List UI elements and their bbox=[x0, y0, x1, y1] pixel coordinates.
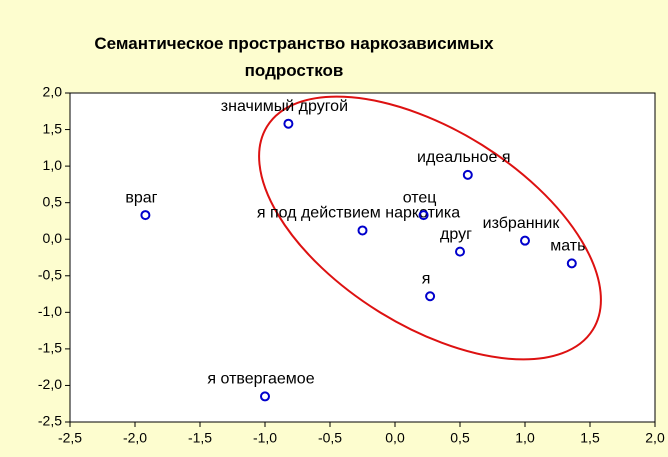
point-label: значимый другой bbox=[221, 98, 348, 115]
x-tick-label: 2,0 bbox=[645, 430, 665, 446]
y-tick-label: 1,0 bbox=[43, 157, 63, 173]
point-label: я отвергаемое bbox=[207, 371, 314, 388]
point bbox=[283, 118, 294, 129]
point-label: я под действием наркотика bbox=[257, 205, 460, 222]
y-tick-label: 0,5 bbox=[43, 193, 63, 209]
point bbox=[418, 210, 429, 221]
x-tick-label: 1,5 bbox=[580, 430, 600, 446]
y-tick-label: -1,5 bbox=[38, 340, 62, 356]
point bbox=[462, 169, 473, 180]
x-tick-label: -0,5 bbox=[318, 430, 342, 446]
point bbox=[260, 391, 270, 402]
point-label: враг bbox=[125, 189, 157, 206]
point-label: избранник bbox=[483, 215, 561, 232]
y-tick-label: -2,5 bbox=[38, 413, 62, 429]
point-label: отец bbox=[403, 189, 437, 206]
chart-title: Семантическое пространство наркозависимы… bbox=[94, 34, 494, 80]
x-tick-label: -1,5 bbox=[188, 430, 212, 446]
y-tick-label: -1,0 bbox=[38, 303, 62, 319]
x-tick-label: 0,5 bbox=[450, 430, 470, 446]
point bbox=[357, 225, 368, 236]
y-tick-label: -2,0 bbox=[38, 376, 62, 392]
x-tick-label: 1,0 bbox=[515, 430, 535, 446]
point bbox=[566, 258, 577, 269]
cluster-ellipse bbox=[258, 95, 602, 361]
point bbox=[520, 235, 530, 246]
point bbox=[425, 291, 436, 302]
y-tick-label: 0,0 bbox=[43, 230, 63, 246]
y-tick-label: -0,5 bbox=[38, 266, 62, 282]
y-tick-label: 1,5 bbox=[43, 120, 63, 136]
point bbox=[140, 210, 151, 221]
x-tick-label: -2,5 bbox=[58, 430, 82, 446]
point-label: мать bbox=[550, 238, 585, 255]
point-label: я bbox=[422, 270, 431, 287]
plot-area bbox=[69, 92, 656, 423]
point bbox=[455, 246, 465, 257]
x-tick-label: -1,0 bbox=[253, 430, 277, 446]
point-label: друг bbox=[440, 226, 472, 243]
y-tick-label: 2,0 bbox=[43, 84, 63, 100]
x-tick-label: 0,0 bbox=[385, 430, 405, 446]
x-tick-label: -2,0 bbox=[123, 430, 147, 446]
point-label: идеальное я bbox=[417, 149, 510, 166]
